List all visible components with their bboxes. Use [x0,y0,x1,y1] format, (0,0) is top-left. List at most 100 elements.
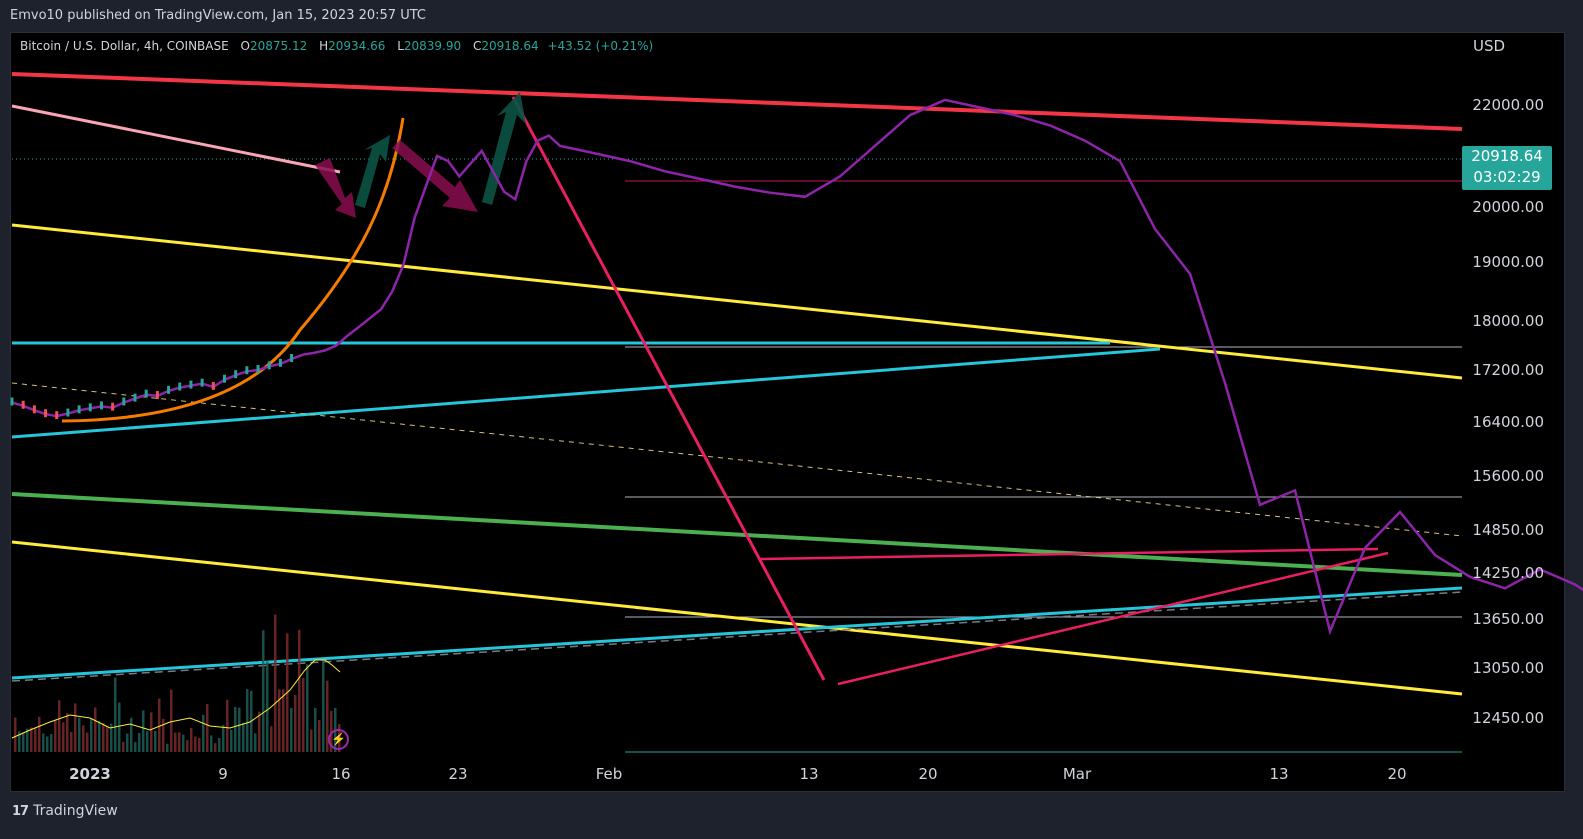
tradingview-logo-icon[interactable]: 17 [12,803,29,819]
candle[interactable] [77,405,81,414]
candle[interactable] [122,397,126,406]
price-series [10,98,1583,636]
pink-moving-average-line[interactable] [11,104,341,174]
volume-bar [118,702,121,752]
orange-parabolic-curve[interactable] [61,117,405,423]
symbol-label[interactable]: Bitcoin / U.S. Dollar, 4h, COINBASE [20,39,229,53]
candle[interactable] [267,361,271,370]
volume-bar [38,716,41,752]
y-tick-label: 13050.00 [1472,659,1544,677]
y-tick-label: 22000.00 [1472,96,1544,114]
currency-label[interactable]: USD [1473,37,1506,55]
volume-bar [110,723,113,752]
green-trendline[interactable] [11,492,1463,577]
y-tick-label: 12450.00 [1472,709,1544,727]
volume-bar [58,700,61,752]
volume-bar [42,733,45,752]
yellow-upper-trendline[interactable] [11,223,1463,380]
volume-bar [310,729,313,752]
current-price-tag: 20918.64 03:02:29 [1462,146,1552,190]
down-arrow-2[interactable] [392,140,478,212]
candle[interactable] [278,358,282,367]
up-arrow-2[interactable] [482,92,526,205]
volume-bar [178,732,181,752]
candle[interactable] [66,408,70,417]
volume-bar [294,695,297,752]
volume-bar [218,738,221,752]
volume-bar [14,717,17,752]
volume-bar [82,725,85,752]
volume-bar [74,703,77,752]
candle[interactable] [21,400,25,409]
candle[interactable] [245,366,249,375]
volume-bar [158,698,161,752]
x-tick-label: 13 [799,765,818,783]
candle[interactable] [32,405,36,414]
candle[interactable] [99,401,103,410]
change-value: +43.52 (+0.21%) [547,39,654,53]
volume-bar [318,719,321,752]
y-tick-label: 15600.00 [1472,467,1544,485]
candle[interactable] [88,403,92,412]
candle[interactable] [111,402,115,411]
volume-bar [258,711,261,752]
volume-bar [150,712,153,752]
candle[interactable] [155,391,159,399]
volume-bar [26,728,29,752]
current-price: 20918.64 [1471,147,1543,165]
x-tick-label: 13 [1269,765,1288,783]
y-tick-label: 18000.00 [1472,312,1544,330]
volume-bar [170,689,173,752]
candle[interactable] [234,370,238,379]
down-arrow-1[interactable] [315,158,356,218]
candle[interactable] [222,374,226,383]
candle[interactable] [44,409,48,418]
candle[interactable] [144,389,148,398]
volume-bar [206,704,209,752]
candle[interactable] [189,380,193,389]
lightning-bolt-icon[interactable]: ⚡ [328,729,349,750]
pink-flat-trendline[interactable] [759,547,1379,561]
volume-bar [202,714,205,752]
x-tick-label: 20 [918,765,937,783]
volume-moving-average [11,659,341,739]
close-value: 20918.64 [481,39,539,53]
volume-bar [34,727,37,752]
pink-drop-trendline[interactable] [511,96,826,681]
red-descending-trendline[interactable] [11,72,1463,131]
volume-bar [146,731,149,752]
volume-bar [98,721,101,752]
volume-bar [22,732,25,752]
candle[interactable] [55,411,59,420]
volume-bar [298,629,301,752]
candle[interactable] [10,397,14,406]
volume-bar [154,730,157,752]
volume-bar [230,729,233,752]
dashed-midline[interactable] [11,382,1463,537]
candle[interactable] [200,378,204,387]
cyan-upper-trendline[interactable] [11,347,1161,439]
up-arrow-1[interactable] [355,135,390,208]
candle[interactable] [133,393,137,402]
candle[interactable] [290,353,294,362]
volume-bar [86,732,89,752]
candle[interactable] [256,365,260,373]
price-line[interactable] [11,98,1583,636]
volume-bar [134,742,137,752]
x-tick-label: 23 [448,765,467,783]
yellow-lower-trendline[interactable] [11,540,1463,696]
ohlc-legend: Bitcoin / U.S. Dollar, 4h, COINBASE O208… [20,39,653,53]
candle[interactable] [178,382,182,391]
candle[interactable] [211,381,215,390]
candle[interactable] [167,385,171,394]
cyan-lower-trendline[interactable] [11,586,1463,680]
footer: 17 TradingView [12,803,118,819]
volume-bar [122,741,125,752]
brand-name[interactable]: TradingView [33,803,118,819]
volume-bar [214,743,217,752]
low-label: L [397,39,404,53]
grey-dashed-channel-line[interactable] [11,591,1463,682]
volume-bar [126,733,129,752]
pink-rising-trendline[interactable] [837,551,1389,686]
